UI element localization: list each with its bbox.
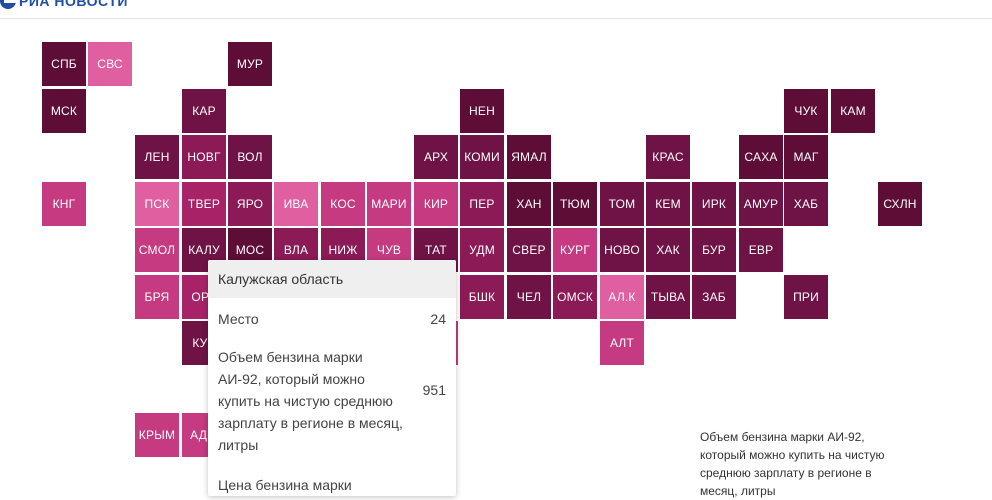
region-tile[interactable]: МАГ: [784, 135, 828, 179]
region-tile[interactable]: СВЕР: [507, 228, 551, 272]
region-tile[interactable]: ПРИ: [784, 275, 828, 319]
region-tile[interactable]: КОМИ: [460, 135, 504, 179]
region-tile[interactable]: БУР: [692, 228, 736, 272]
region-tile[interactable]: КЕМ: [646, 182, 690, 226]
region-tooltip: Калужская область Место 24 Объем бензина…: [208, 260, 456, 496]
region-tile[interactable]: САХА: [739, 135, 783, 179]
region-tile[interactable]: ХАК: [646, 228, 690, 272]
region-tile[interactable]: СМОЛ: [135, 228, 179, 272]
region-tile[interactable]: АРХ: [414, 135, 458, 179]
region-tile[interactable]: НОВО: [600, 228, 644, 272]
region-tile[interactable]: АЛ.К: [600, 275, 644, 319]
region-tile[interactable]: ТЫВА: [646, 275, 690, 319]
ria-logo[interactable]: РИА НОВОСТИ: [0, 0, 128, 10]
region-tile[interactable]: СПБ: [42, 42, 86, 86]
region-tile[interactable]: ЗАБ: [692, 275, 736, 319]
logo-text: РИА НОВОСТИ: [19, 0, 128, 9]
region-tile[interactable]: НЕН: [460, 89, 504, 133]
region-tile[interactable]: ЯМАЛ: [507, 135, 551, 179]
region-tile[interactable]: КРАС: [646, 135, 690, 179]
region-tile[interactable]: МСК: [42, 89, 86, 133]
tooltip-rank-row: Место 24: [208, 308, 456, 330]
region-tile[interactable]: ХАБ: [784, 182, 828, 226]
region-tile[interactable]: БШК: [460, 275, 504, 319]
region-tile[interactable]: ПСК: [135, 182, 179, 226]
region-tile[interactable]: УДМ: [460, 228, 504, 272]
region-tile[interactable]: СХЛН: [878, 182, 922, 226]
region-tile[interactable]: ПЕР: [460, 182, 504, 226]
region-tile[interactable]: КИР: [414, 182, 458, 226]
region-tile[interactable]: ЯРО: [228, 182, 272, 226]
tooltip-rank-value: 24: [430, 311, 446, 327]
tooltip-volume-value: 951: [422, 382, 446, 398]
region-tile[interactable]: ЧЕЛ: [507, 275, 551, 319]
region-tile[interactable]: КНГ: [42, 182, 86, 226]
region-tile[interactable]: АЛТ: [600, 321, 644, 365]
region-tile[interactable]: ХАН: [507, 182, 551, 226]
region-tile[interactable]: СВС: [88, 42, 132, 86]
tooltip-price-row: Цена бензина марки: [208, 474, 456, 496]
top-bar: РИА НОВОСТИ: [0, 0, 992, 19]
tooltip-volume-label: Объем бензина марки АИ-92, который можно…: [218, 349, 403, 453]
region-tile[interactable]: АМУР: [739, 182, 783, 226]
region-tile[interactable]: НОВГ: [182, 135, 226, 179]
region-tile[interactable]: ЛЕН: [135, 135, 179, 179]
region-tile[interactable]: ВОЛ: [228, 135, 272, 179]
region-tile[interactable]: ЕВР: [739, 228, 783, 272]
region-tile[interactable]: КУРГ: [553, 228, 597, 272]
region-tile[interactable]: БРЯ: [135, 275, 179, 319]
region-tile[interactable]: КАР: [182, 89, 226, 133]
region-tile[interactable]: МАРИ: [367, 182, 411, 226]
region-tile[interactable]: МУР: [228, 42, 272, 86]
region-tile[interactable]: ОМСК: [553, 275, 597, 319]
region-tile[interactable]: КРЫМ: [135, 413, 179, 457]
legend-caption: Объем бензина марки АИ-92, который можно…: [700, 430, 885, 498]
tooltip-price-label: Цена бензина марки: [218, 477, 352, 493]
region-tile[interactable]: ТВЕР: [182, 182, 226, 226]
region-tile[interactable]: ТЮМ: [553, 182, 597, 226]
region-tile[interactable]: КАМ: [831, 89, 875, 133]
tooltip-region-name: Калужская область: [208, 260, 456, 298]
tooltip-rank-label: Место: [218, 311, 259, 327]
region-tile[interactable]: ИРК: [692, 182, 736, 226]
ria-logo-icon: [0, 0, 16, 9]
region-tile[interactable]: КОС: [321, 182, 365, 226]
tooltip-volume-row: Объем бензина марки АИ-92, который можно…: [208, 346, 456, 456]
region-tile[interactable]: ЧУК: [784, 89, 828, 133]
region-tile[interactable]: ИВА: [274, 182, 318, 226]
region-tile[interactable]: ТОМ: [600, 182, 644, 226]
